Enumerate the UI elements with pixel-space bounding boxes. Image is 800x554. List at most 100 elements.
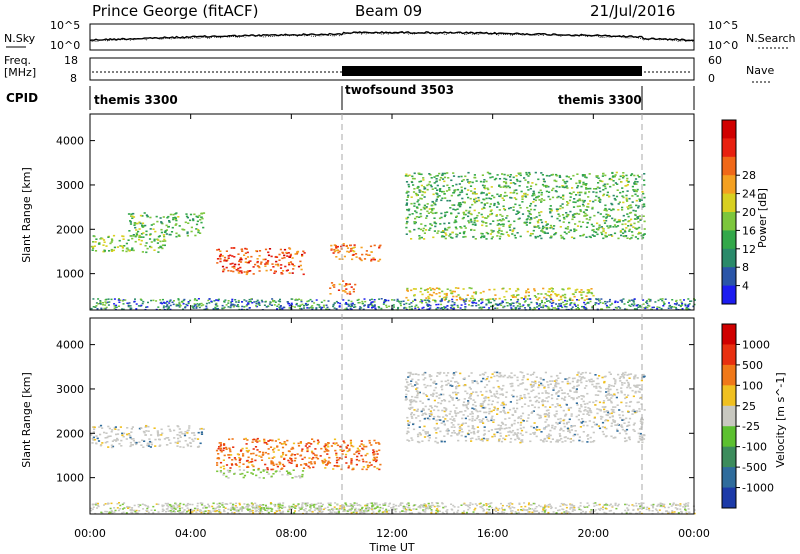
heatmap-cell: [605, 388, 608, 390]
heatmap-cell: [576, 397, 579, 399]
heatmap-cell: [195, 228, 198, 230]
heatmap-cell: [245, 443, 248, 445]
heatmap-cell: [515, 301, 518, 304]
heatmap-cell: [497, 385, 500, 388]
heatmap-cell: [178, 509, 181, 512]
heatmap-cell: [141, 222, 145, 225]
heatmap-cell: [498, 178, 502, 180]
heatmap-cell: [516, 180, 519, 182]
heatmap-cell: [300, 450, 304, 452]
heatmap-cell: [194, 298, 197, 300]
heatmap-cell: [535, 376, 538, 378]
heatmap-cell: [521, 406, 524, 408]
heatmap-cell: [573, 229, 576, 232]
heatmap-cell: [469, 394, 472, 397]
heatmap-cell: [140, 299, 143, 301]
heatmap-cell: [250, 458, 254, 460]
heatmap-cell: [223, 256, 227, 259]
heatmap-cell: [204, 510, 207, 512]
heatmap-cell: [105, 306, 108, 309]
heatmap-cell: [329, 293, 332, 295]
heatmap-cell: [222, 270, 225, 273]
heatmap-cell: [513, 507, 516, 509]
heatmap-cell: [247, 261, 250, 264]
heatmap-cell: [274, 440, 277, 442]
heatmap-cell: [429, 307, 432, 309]
heatmap-cell: [246, 270, 249, 273]
heatmap-cell: [418, 432, 421, 434]
heatmap-cell: [379, 244, 382, 247]
heatmap-cell: [424, 394, 428, 396]
heatmap-cell: [532, 384, 535, 386]
heatmap-cell: [440, 216, 443, 219]
heatmap-cell: [493, 371, 496, 374]
heatmap-cell: [498, 219, 502, 221]
heatmap-cell: [583, 377, 586, 379]
heatmap-cell: [370, 298, 373, 301]
heatmap-cell: [474, 401, 477, 403]
heatmap-cell: [150, 441, 153, 444]
heatmap-cell: [406, 420, 410, 422]
heatmap-cell: [518, 398, 521, 401]
heatmap-cell: [546, 232, 549, 234]
heatmap-cell: [287, 471, 290, 474]
heatmap-cell: [617, 220, 620, 223]
heatmap-cell: [559, 417, 562, 420]
heatmap-cell: [550, 394, 554, 396]
heatmap-cell: [508, 375, 511, 377]
heatmap-cell: [99, 433, 102, 436]
heatmap-cell: [393, 306, 395, 308]
heatmap-cell: [514, 296, 517, 298]
heatmap-cell: [623, 382, 626, 384]
heatmap-cell: [438, 397, 441, 399]
heatmap-cell: [221, 265, 225, 268]
heatmap-cell: [411, 417, 414, 419]
heatmap-cell: [189, 299, 192, 302]
heatmap-cell: [620, 390, 623, 392]
heatmap-cell: [554, 190, 557, 192]
heatmap-cell: [420, 299, 423, 301]
heatmap-cell: [365, 250, 368, 252]
heatmap-cell: [516, 305, 519, 307]
heatmap-cell: [448, 222, 451, 224]
heatmap-cell: [536, 399, 539, 402]
heatmap-cell: [131, 217, 134, 219]
heatmap-cell: [444, 296, 447, 299]
heatmap-cell: [578, 308, 580, 310]
heatmap-cell: [616, 404, 619, 406]
heatmap-cell: [443, 193, 446, 195]
heatmap-cell: [560, 397, 564, 400]
heatmap-cell: [96, 437, 99, 440]
heatmap-cell: [529, 187, 532, 190]
heatmap-cell: [643, 184, 646, 186]
heatmap-cell: [518, 204, 521, 207]
heatmap-cell: [604, 174, 607, 177]
heatmap-cell: [574, 291, 577, 293]
heatmap-cell: [631, 195, 634, 197]
heatmap-cell: [485, 390, 488, 393]
heatmap-cell: [450, 291, 453, 293]
heatmap-cell: [639, 397, 642, 399]
heatmap-cell: [345, 245, 348, 247]
heatmap-cell: [539, 416, 542, 419]
heatmap-cell: [585, 380, 588, 382]
heatmap-cell: [408, 174, 411, 177]
heatmap-cell: [239, 261, 243, 263]
heatmap-cell: [356, 447, 359, 450]
heatmap-cell: [483, 186, 486, 189]
colorbar-swatch: [722, 156, 736, 176]
heatmap-cell: [355, 458, 358, 461]
heatmap-cell: [324, 446, 327, 449]
heatmap-cell: [527, 392, 530, 395]
heatmap-cell: [175, 212, 178, 214]
heatmap-cell: [397, 307, 399, 310]
heatmap-cell: [279, 300, 282, 303]
heatmap-cell: [577, 414, 580, 416]
heatmap-cell: [433, 176, 436, 178]
heatmap-cell: [426, 432, 429, 434]
heatmap-cell: [628, 230, 631, 232]
heatmap-cell: [134, 226, 137, 229]
heatmap-cell: [265, 507, 269, 509]
heatmap-cell: [516, 376, 519, 379]
heatmap-cell: [572, 191, 575, 193]
